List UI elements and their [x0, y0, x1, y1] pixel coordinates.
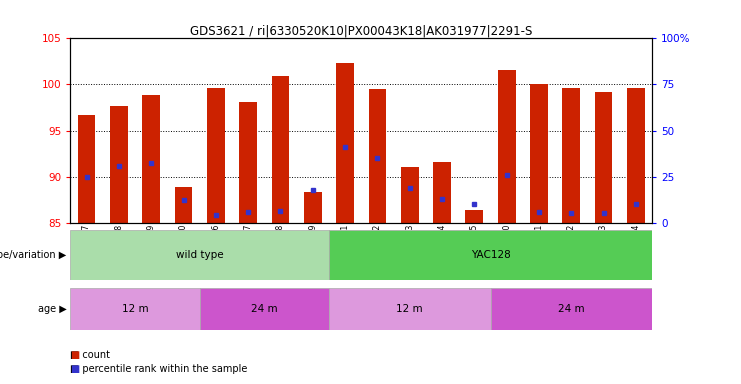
Bar: [142, 94, 160, 223]
Bar: [304, 192, 322, 223]
Bar: [199, 288, 329, 330]
Text: ■: ■: [70, 364, 79, 374]
Bar: [70, 288, 199, 330]
Bar: [336, 63, 354, 223]
Text: 12 m: 12 m: [122, 304, 148, 314]
Text: age ▶: age ▶: [38, 304, 67, 314]
Bar: [562, 88, 580, 223]
Bar: [368, 89, 386, 223]
Bar: [627, 88, 645, 223]
Bar: [465, 210, 483, 223]
Bar: [530, 84, 548, 223]
Bar: [70, 230, 329, 280]
Title: GDS3621 / ri|6330520K10|PX00043K18|AK031977|2291-S: GDS3621 / ri|6330520K10|PX00043K18|AK031…: [190, 24, 533, 37]
Text: ■: ■: [70, 350, 79, 360]
Bar: [401, 167, 419, 223]
Bar: [271, 76, 289, 223]
Bar: [110, 106, 127, 223]
Bar: [329, 288, 491, 330]
Text: wild type: wild type: [176, 250, 224, 260]
Text: ■ count: ■ count: [70, 350, 110, 360]
Bar: [433, 162, 451, 223]
Bar: [175, 187, 193, 223]
Text: ■ percentile rank within the sample: ■ percentile rank within the sample: [70, 364, 247, 374]
Bar: [491, 288, 652, 330]
Text: 24 m: 24 m: [251, 304, 278, 314]
Text: YAC128: YAC128: [471, 250, 511, 260]
Text: 12 m: 12 m: [396, 304, 423, 314]
Bar: [329, 230, 652, 280]
Bar: [78, 115, 96, 223]
Text: 24 m: 24 m: [558, 304, 585, 314]
Bar: [498, 70, 516, 223]
Bar: [595, 92, 613, 223]
Bar: [239, 102, 257, 223]
Bar: [207, 88, 225, 223]
Text: genotype/variation ▶: genotype/variation ▶: [0, 250, 67, 260]
